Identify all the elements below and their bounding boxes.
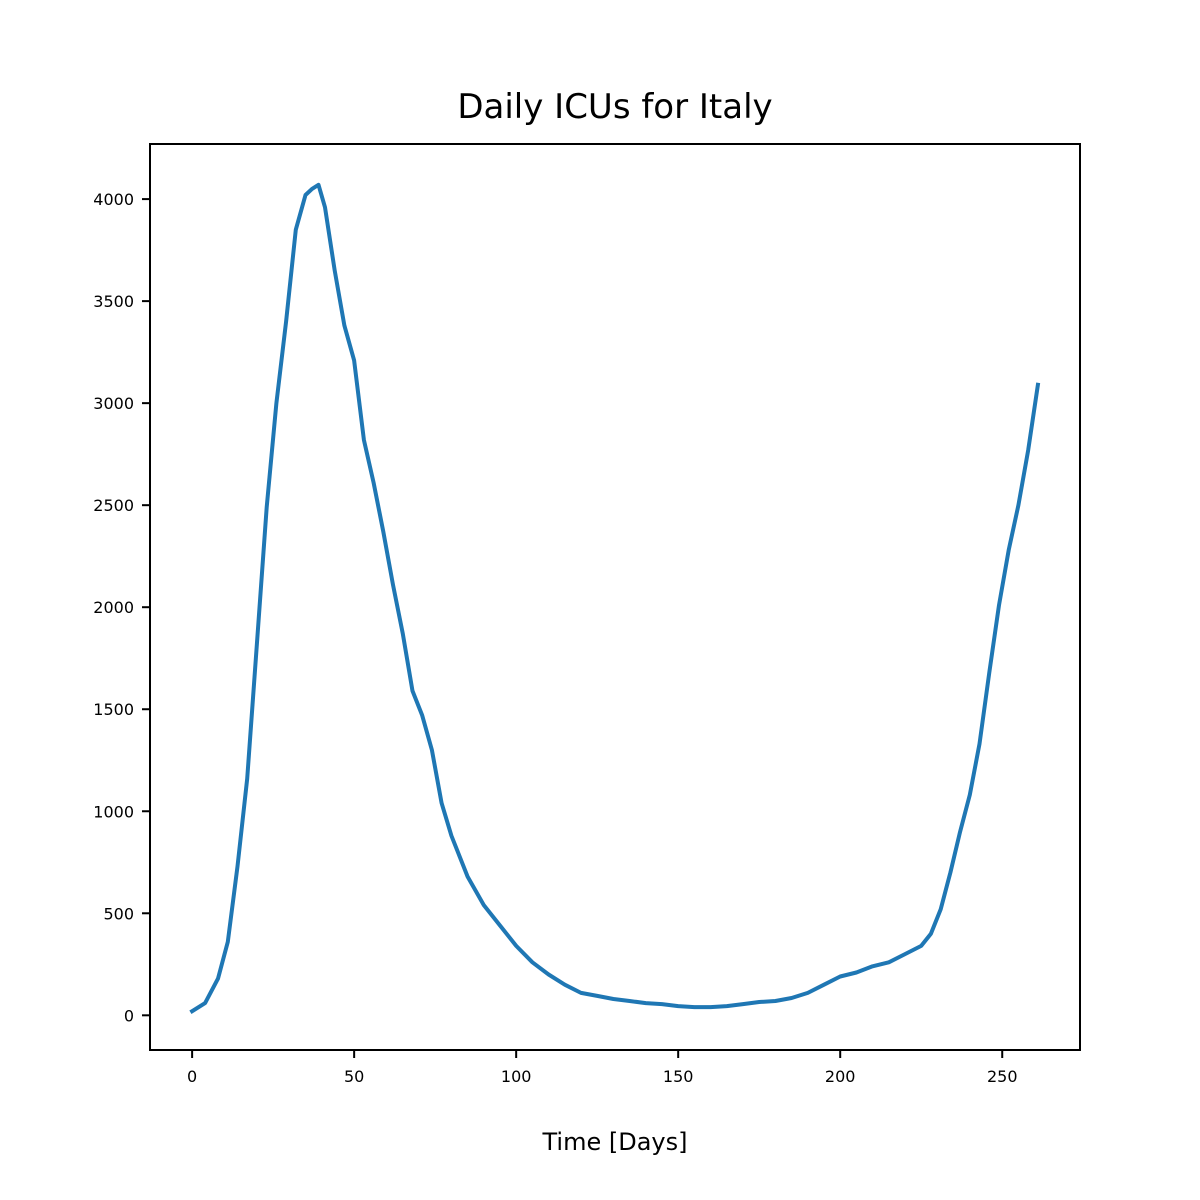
x-tick-label: 150 — [663, 1067, 694, 1086]
plot-frame — [149, 143, 1081, 1051]
chart-title: Daily ICUs for Italy — [457, 87, 772, 127]
y-tick-label: 2000 — [93, 598, 134, 617]
y-tick-label: 4000 — [93, 190, 134, 209]
y-tick-label: 3000 — [93, 394, 134, 413]
y-tick-label: 1500 — [93, 700, 134, 719]
y-tick-label: 0 — [124, 1006, 134, 1025]
series-line-0 — [189, 182, 1041, 1014]
x-axis-label: Time [Days] — [542, 1128, 688, 1156]
y-tick-label: 500 — [103, 904, 134, 923]
x-tick-label: 50 — [344, 1067, 364, 1086]
y-tick-label: 2500 — [93, 496, 134, 515]
x-tick-label: 100 — [501, 1067, 532, 1086]
x-tick-label: 200 — [825, 1067, 856, 1086]
x-tick-label: 250 — [987, 1067, 1018, 1086]
y-tick-label: 3500 — [93, 292, 134, 311]
y-tick-label: 1000 — [93, 802, 134, 821]
x-tick-label: 0 — [187, 1067, 197, 1086]
